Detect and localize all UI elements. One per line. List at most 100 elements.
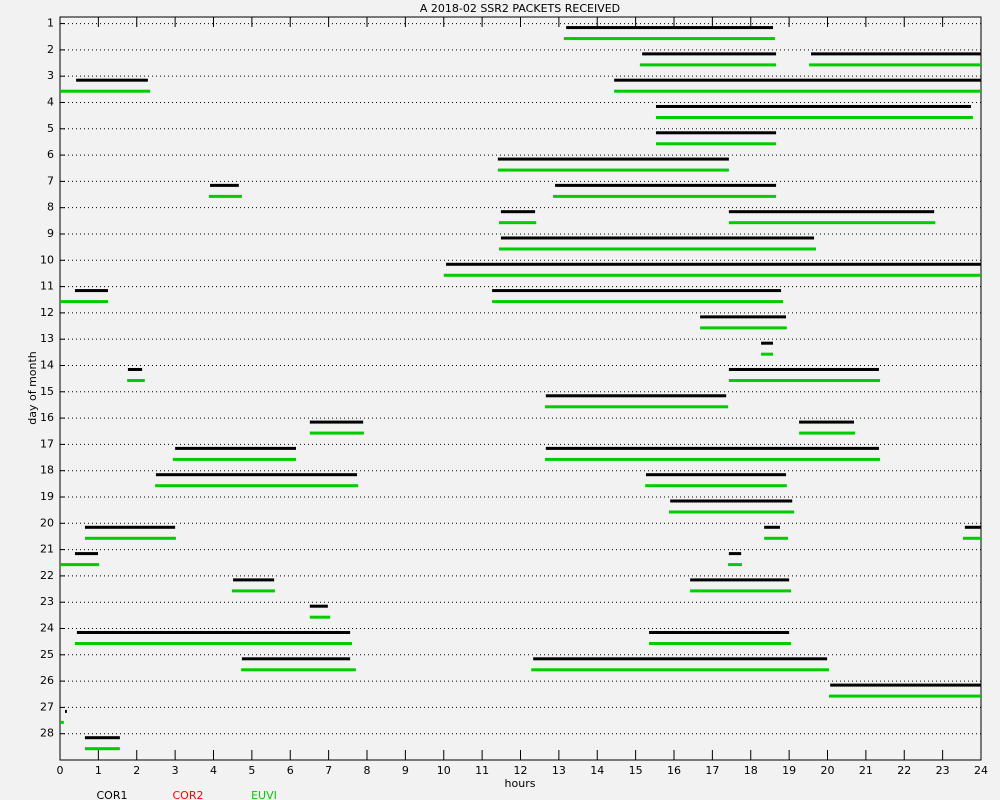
- packet-bar: [175, 446, 297, 450]
- y-tick-label: 5: [47, 122, 54, 135]
- x-tick-label: 23: [936, 764, 950, 777]
- y-tick-label: 16: [40, 411, 54, 424]
- packet-bar: [60, 563, 100, 567]
- packet-bar: [492, 300, 783, 304]
- x-tick-label: 18: [744, 764, 758, 777]
- packet-bar: [761, 352, 774, 356]
- packet-bar: [64, 709, 67, 713]
- packet-bar: [728, 210, 935, 214]
- packet-bar: [499, 221, 537, 225]
- packet-bar: [84, 525, 176, 529]
- packet-bar: [761, 341, 774, 345]
- packet-bar: [231, 589, 275, 593]
- packet-bar: [545, 446, 879, 450]
- x-tick-label: 20: [821, 764, 835, 777]
- y-tick-label: 6: [47, 148, 54, 161]
- x-tick-label: 19: [782, 764, 796, 777]
- packet-bar: [84, 747, 120, 751]
- packet-bar: [74, 641, 353, 645]
- y-tick-label: 14: [40, 358, 54, 371]
- y-tick-label: 17: [40, 437, 54, 450]
- packet-bar: [84, 536, 176, 540]
- x-axis-label: hours: [505, 777, 536, 790]
- packet-bar: [764, 536, 788, 540]
- x-tick-label: 17: [705, 764, 719, 777]
- x-tick-label: 2: [133, 764, 140, 777]
- packet-bar: [497, 157, 729, 161]
- packet-bar: [127, 367, 143, 371]
- packet-bar: [241, 668, 356, 672]
- legend-label: EUVI: [251, 789, 277, 800]
- y-tick-label: 23: [40, 595, 54, 608]
- y-tick-label: 4: [47, 95, 54, 108]
- packet-bar: [155, 484, 359, 488]
- packet-bar: [962, 536, 981, 540]
- packet-bar: [655, 115, 973, 119]
- x-tick-label: 1: [95, 764, 102, 777]
- packet-bar: [233, 578, 275, 582]
- y-tick-label: 15: [40, 385, 54, 398]
- packet-bar: [964, 525, 981, 529]
- packet-bar: [309, 420, 364, 424]
- y-tick-label: 3: [47, 69, 54, 82]
- y-tick-label: 20: [40, 516, 54, 529]
- packet-bar: [645, 484, 787, 488]
- packet-bar: [649, 630, 790, 634]
- packet-bar: [655, 142, 777, 146]
- packet-bar: [690, 578, 790, 582]
- packet-bar: [60, 720, 64, 724]
- packet-bar: [208, 194, 242, 198]
- packet-bar: [60, 300, 108, 304]
- x-tick-label: 4: [210, 764, 217, 777]
- packet-bar: [642, 52, 777, 56]
- packet-bar: [545, 405, 729, 409]
- x-tick-label: 11: [475, 764, 489, 777]
- y-tick-label: 11: [40, 280, 54, 293]
- packet-bar: [614, 78, 981, 82]
- y-tick-label: 12: [40, 306, 54, 319]
- packet-bar: [728, 367, 879, 371]
- x-tick-label: 10: [437, 764, 451, 777]
- packet-bar: [639, 63, 777, 67]
- x-tick-label: 16: [667, 764, 681, 777]
- x-tick-label: 9: [402, 764, 409, 777]
- packet-bar: [809, 63, 981, 67]
- packet-bar: [566, 26, 774, 30]
- x-tick-label: 24: [974, 764, 988, 777]
- packet-bar: [563, 37, 775, 41]
- x-tick-label: 6: [287, 764, 294, 777]
- packet-bar: [545, 457, 881, 461]
- packet-bar: [690, 589, 792, 593]
- packet-bar: [728, 378, 881, 382]
- y-tick-label: 8: [47, 201, 54, 214]
- packet-bar: [76, 78, 148, 82]
- legend-label: COR1: [97, 789, 128, 800]
- packet-bar: [669, 510, 795, 514]
- packet-bar: [60, 89, 151, 93]
- packet-bar: [309, 431, 364, 435]
- y-tick-label: 21: [40, 543, 54, 556]
- y-tick-label: 27: [40, 700, 54, 713]
- packet-bar: [74, 552, 98, 556]
- packet-bar: [443, 273, 981, 277]
- packet-bar: [155, 473, 358, 477]
- packet-bar: [500, 236, 815, 240]
- packet-bar: [799, 420, 854, 424]
- y-tick-label: 26: [40, 674, 54, 687]
- packet-bar: [728, 552, 742, 556]
- y-tick-label: 1: [47, 17, 54, 30]
- packet-bar: [764, 525, 780, 529]
- packet-bar: [830, 683, 981, 687]
- y-axis-label: day of month: [26, 351, 39, 425]
- packet-bar: [614, 89, 981, 93]
- packet-bar: [127, 378, 145, 382]
- packet-bar: [799, 431, 856, 435]
- x-tick-label: 13: [552, 764, 566, 777]
- packet-bar: [500, 210, 536, 214]
- packet-bar: [670, 499, 793, 503]
- packet-bar: [492, 289, 782, 293]
- x-tick-label: 7: [325, 764, 332, 777]
- packet-bar: [446, 262, 981, 266]
- x-tick-label: 8: [364, 764, 371, 777]
- y-tick-label: 25: [40, 648, 54, 661]
